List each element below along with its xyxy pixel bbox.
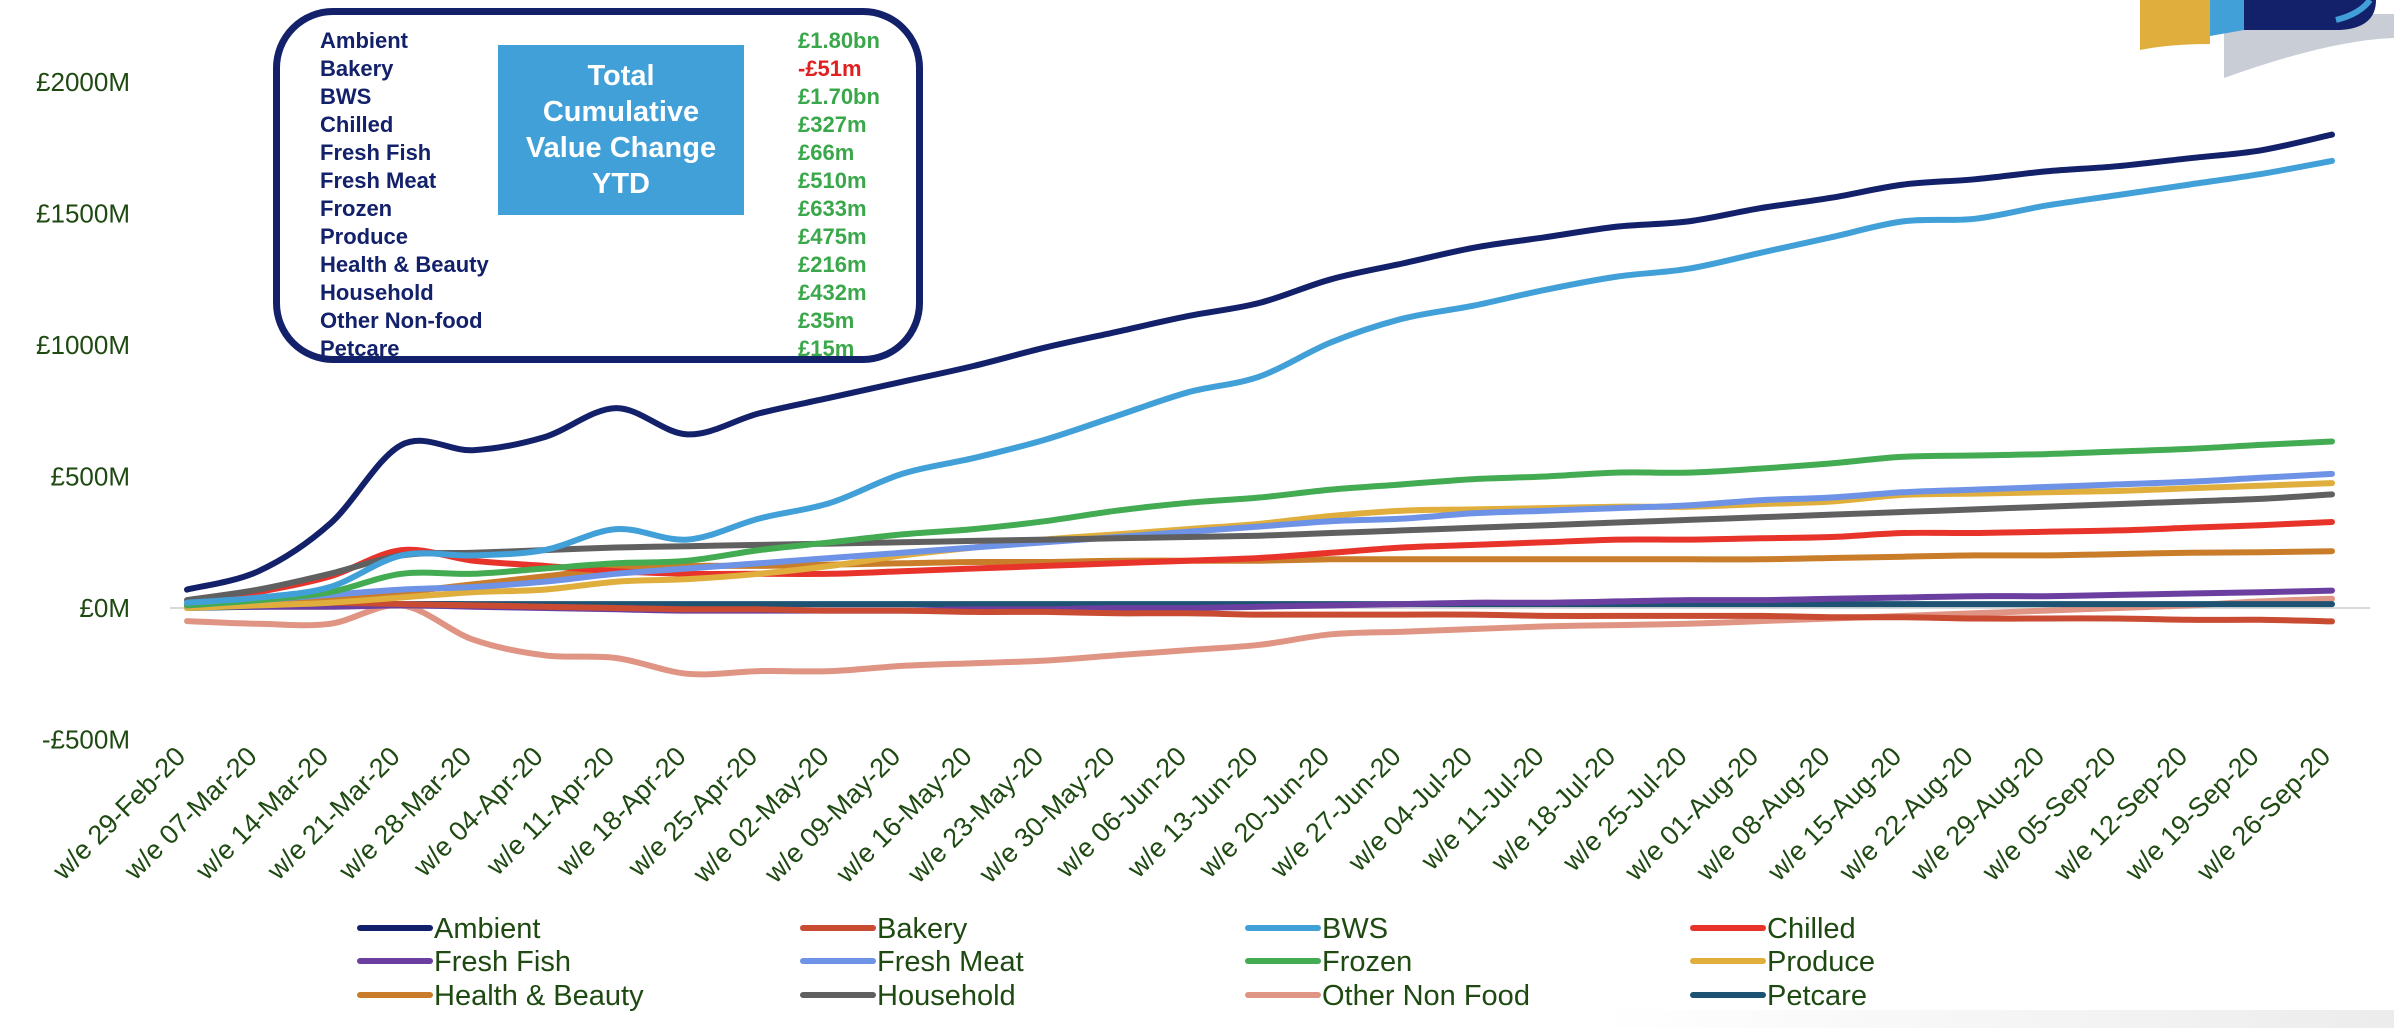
summary-title: Total Cumulative Value Change YTD [498,45,744,215]
y-tick-label: £1000M [36,330,130,360]
summary-category-name: Chilled [320,112,394,137]
summary-category-value: £1.80bn [798,28,880,53]
brand-logo [2140,0,2394,78]
legend-item-bakery: Bakery [800,913,968,945]
logo-light-stroke [2335,0,2373,23]
legend-label: Produce [1767,946,1875,978]
logo-navy-shape [2244,0,2376,30]
legend-item-bws: BWS [1245,913,1388,945]
summary-category-value: £35m [798,308,855,333]
legend-item-fresh-fish: Fresh Fish [357,946,571,978]
summary-category-value: £327m [798,112,867,137]
series-lines [184,131,2335,678]
legend-item-chilled: Chilled [1690,913,1856,945]
x-tick-label: w/e 25-Jul-20 [1556,741,1693,878]
summary-category-name: Fresh Fish [320,140,432,165]
summary-category-name: Frozen [320,196,393,221]
legend-label: Fresh Meat [877,946,1024,978]
summary-value-list: £1.80bn -£51m £1.70bn £327m £66m £510m £633m £4… [798,27,880,363]
summary-category-list: Ambient Bakery BWS Chilled Fresh Fish Fresh M… [320,27,489,363]
series-line-bws [184,157,2335,606]
legend-item-ambient: Ambient [357,913,540,945]
summary-category-name: Household [320,280,434,305]
summary-category-name: Bakery [320,56,394,81]
series-line-other-non-food [184,595,2335,678]
legend-label: Fresh Fish [434,946,571,978]
legend-item-fresh-meat: Fresh Meat [800,946,1024,978]
legend-item-health-beauty: Health & Beauty [357,980,644,1012]
bottom-shade [1600,1010,2394,1028]
legend-item-produce: Produce [1690,946,1875,978]
summary-category-name: Other Non-food [320,308,483,333]
summary-category-value: £432m [798,280,867,305]
legend-item-other-non-food: Other Non Food [1245,980,1530,1012]
summary-category-name: Fresh Meat [320,168,437,193]
summary-category-value: -£51m [798,56,862,81]
y-tick-label: £0M [79,593,130,623]
x-tick-label: w/e 04-Jul-20 [1342,741,1479,878]
y-tick-label: £1500M [36,199,130,229]
x-axis: w/e 29-Feb-20w/e 07-Mar-20w/e 14-Mar-20w… [46,741,2336,889]
y-tick-label: -£500M [42,725,130,755]
series-line-bakery [184,599,2335,625]
series-line-fresh-meat [184,470,2335,609]
legend-label: Other Non Food [1322,980,1530,1012]
summary-category-value: £216m [798,252,867,277]
legend-label: Chilled [1767,913,1856,945]
summary-category-name: Petcare [320,336,400,361]
summary-category-value: £15m [798,336,855,361]
series-line-ambient [184,131,2335,593]
legend-label: Petcare [1767,980,1867,1012]
logo-blue-shape [2210,0,2244,36]
legend-label: Frozen [1322,946,1412,978]
summary-category-value: £633m [798,196,867,221]
legend-label: Health & Beauty [434,980,644,1012]
legend-item-frozen: Frozen [1245,946,1412,978]
legend: Ambient Bakery BWS Chilled Fresh Fish Fresh M… [357,913,1875,1012]
summary-panel: Ambient Bakery BWS Chilled Fresh Fish Fresh M… [273,8,923,363]
legend-label: Ambient [434,913,540,945]
summary-category-name: BWS [320,84,372,109]
summary-category-name: Produce [320,224,409,249]
y-axis: £2000M £1500M £1000M £500M £0M -£500M [36,67,130,755]
legend-label: Bakery [877,913,968,945]
logo-gold-shape [2140,0,2210,50]
x-tick-label: w/e 18-Jul-20 [1485,741,1622,878]
summary-category-value: £475m [798,224,867,249]
y-tick-label: £500M [51,462,131,492]
legend-label: Household [877,980,1016,1012]
x-tick-label: w/e 11-Jul-20 [1415,741,1550,876]
summary-category-value: £510m [798,168,867,193]
summary-category-name: Ambient [320,28,408,53]
summary-category-value: £1.70bn [798,84,880,109]
legend-item-petcare: Petcare [1690,980,1867,1012]
legend-label: BWS [1322,913,1388,945]
legend-item-household: Household [800,980,1016,1012]
summary-category-name: Health & Beauty [320,252,489,277]
series-line-produce [184,480,2335,611]
series-line-frozen [184,438,2335,609]
summary-category-value: £66m [798,140,855,165]
y-tick-label: £2000M [36,67,130,97]
